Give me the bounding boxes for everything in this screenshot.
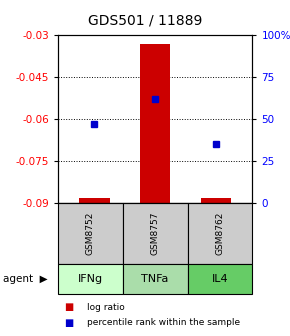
Bar	[58, 203, 123, 264]
Bar	[58, 264, 123, 294]
Bar	[123, 264, 188, 294]
Text: GSM8762: GSM8762	[215, 212, 224, 255]
Text: ■: ■	[64, 318, 73, 328]
Text: GSM8752: GSM8752	[86, 212, 95, 255]
Bar	[188, 203, 252, 264]
Text: IL4: IL4	[212, 274, 228, 284]
Text: GDS501 / 11889: GDS501 / 11889	[88, 13, 202, 28]
Text: GSM8757: GSM8757	[151, 212, 160, 255]
Bar	[79, 198, 110, 203]
Text: TNFa: TNFa	[142, 274, 169, 284]
Bar	[123, 203, 188, 264]
Text: agent  ▶: agent ▶	[3, 274, 48, 284]
Text: IFNg: IFNg	[78, 274, 103, 284]
Bar	[140, 44, 170, 203]
Text: percentile rank within the sample: percentile rank within the sample	[87, 318, 240, 327]
Bar	[201, 198, 231, 203]
Text: ■: ■	[64, 302, 73, 312]
Text: log ratio: log ratio	[87, 303, 125, 312]
Bar	[188, 264, 252, 294]
